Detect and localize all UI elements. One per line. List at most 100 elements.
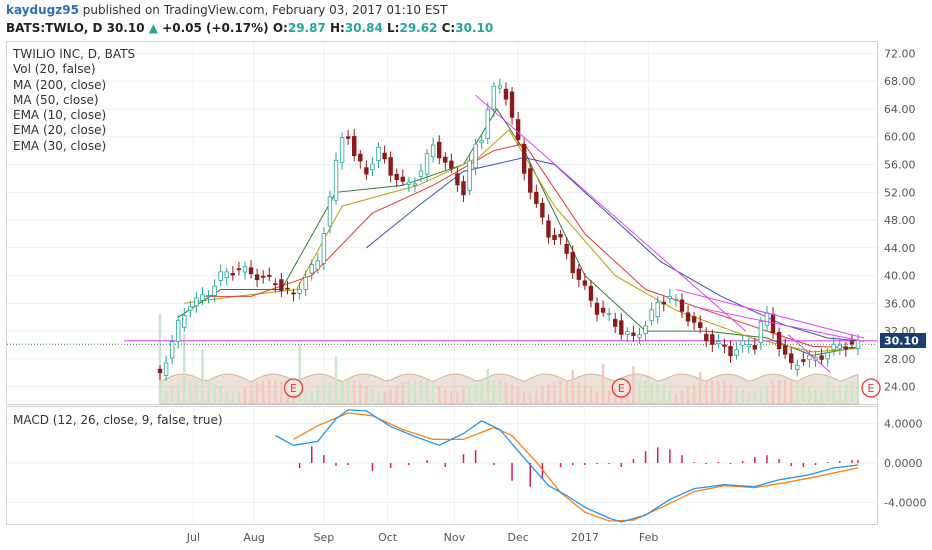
volume-bar <box>474 383 477 404</box>
open-label: O: <box>272 21 288 35</box>
candle-body <box>582 280 588 286</box>
volume-bar <box>668 390 672 404</box>
candle-body <box>497 85 503 89</box>
price-tick-label: 40.00 <box>884 270 916 283</box>
price-tick-label: 60.00 <box>884 131 916 144</box>
last-price: 30.10 <box>106 21 145 35</box>
candle-body <box>461 181 466 196</box>
volume-bar <box>559 380 562 404</box>
candle-body <box>509 91 515 118</box>
candle-body <box>370 163 375 171</box>
volume-bar <box>274 380 277 404</box>
volume-bar <box>207 381 210 404</box>
price-tick-label: 68.00 <box>884 75 916 88</box>
candle-body <box>479 140 484 144</box>
candle-body <box>764 312 770 326</box>
price-tick-label: 52.00 <box>884 186 916 199</box>
candle-body <box>376 146 381 161</box>
price-tick-label: 36.00 <box>884 297 916 310</box>
published-text: published on TradingView.com, February 0… <box>82 3 448 17</box>
candle-body <box>540 202 545 218</box>
horizontal-grid <box>7 52 877 503</box>
candle-body <box>673 298 679 301</box>
candle-body <box>831 343 836 350</box>
volume-bar <box>723 381 726 404</box>
volume-bar <box>662 386 665 404</box>
volume-bar <box>377 392 380 404</box>
volume-bar <box>383 392 386 404</box>
volume-bar <box>504 382 508 404</box>
candle-body <box>619 320 624 335</box>
volume-bar <box>298 344 301 404</box>
macd-tick-label: 4.0000 <box>884 418 923 431</box>
volume-bar <box>832 388 835 404</box>
candle-body <box>637 334 642 338</box>
volume-bar <box>516 387 520 404</box>
volume-bar <box>195 380 198 404</box>
candle-body <box>801 359 806 362</box>
candle-body <box>546 220 551 238</box>
volume-bar <box>735 386 738 404</box>
volume-bar <box>838 385 841 404</box>
candle-body <box>467 160 472 191</box>
close-value: 30.10 <box>455 21 494 35</box>
ema10-line <box>177 108 859 356</box>
price-badge-text: 30.10 <box>884 335 919 348</box>
volume-bar <box>753 391 757 404</box>
legend-ma50: MA (50, close) <box>13 93 99 107</box>
volume-bars <box>158 314 860 405</box>
candle-body <box>157 368 163 374</box>
volume-bar <box>771 382 775 404</box>
legend-ema20: EMA (20, close) <box>13 123 106 137</box>
candle-body <box>248 267 254 275</box>
candle-body <box>716 341 721 345</box>
close-label: C: <box>441 21 456 35</box>
candle-body <box>843 346 849 350</box>
volume-bar <box>334 356 338 404</box>
candle-body <box>722 344 727 347</box>
volume-bar <box>644 380 647 404</box>
vertical-grid <box>192 42 650 524</box>
time-tick-label: Nov <box>444 531 466 544</box>
volume-bar <box>826 376 829 404</box>
candle-body <box>364 167 369 175</box>
candle-body <box>260 275 266 278</box>
candle-body <box>825 352 830 360</box>
candle-body <box>352 136 357 157</box>
candle-body <box>679 299 685 312</box>
volume-bar <box>522 391 526 404</box>
price-tick-label: 28.00 <box>884 353 916 366</box>
price-tick-label: 64.00 <box>884 103 916 116</box>
volume-bar <box>856 380 860 404</box>
candle-body <box>758 320 764 343</box>
candle-body <box>588 285 594 301</box>
candle-body <box>752 345 758 350</box>
candle-body <box>279 279 284 291</box>
volume-bar <box>292 386 295 404</box>
volume-bar <box>353 381 356 404</box>
time-tick-label: Feb <box>639 531 658 544</box>
volume-bar <box>486 369 489 404</box>
candle-body <box>521 144 527 174</box>
legend-ma200: MA (200, close) <box>13 78 106 92</box>
price-badge-box <box>880 333 926 348</box>
candle-body <box>625 331 630 335</box>
candle-body <box>606 313 612 315</box>
volume-bar <box>541 386 544 404</box>
candle-body <box>412 183 418 186</box>
author-link[interactable]: kaydugz95 <box>6 3 79 17</box>
volume-bar <box>322 385 326 404</box>
candle-body <box>388 157 393 176</box>
volume-bar <box>711 380 714 404</box>
macd-pane-border <box>6 406 878 525</box>
candle-body <box>321 233 327 264</box>
candle-body <box>782 345 788 355</box>
candle-body <box>430 144 436 158</box>
ema20-line <box>184 129 859 353</box>
candle-body <box>297 289 302 294</box>
volume-bar <box>814 388 817 404</box>
earnings-letter: E <box>868 382 875 395</box>
candle-body <box>564 243 569 254</box>
candle-body <box>473 143 478 169</box>
